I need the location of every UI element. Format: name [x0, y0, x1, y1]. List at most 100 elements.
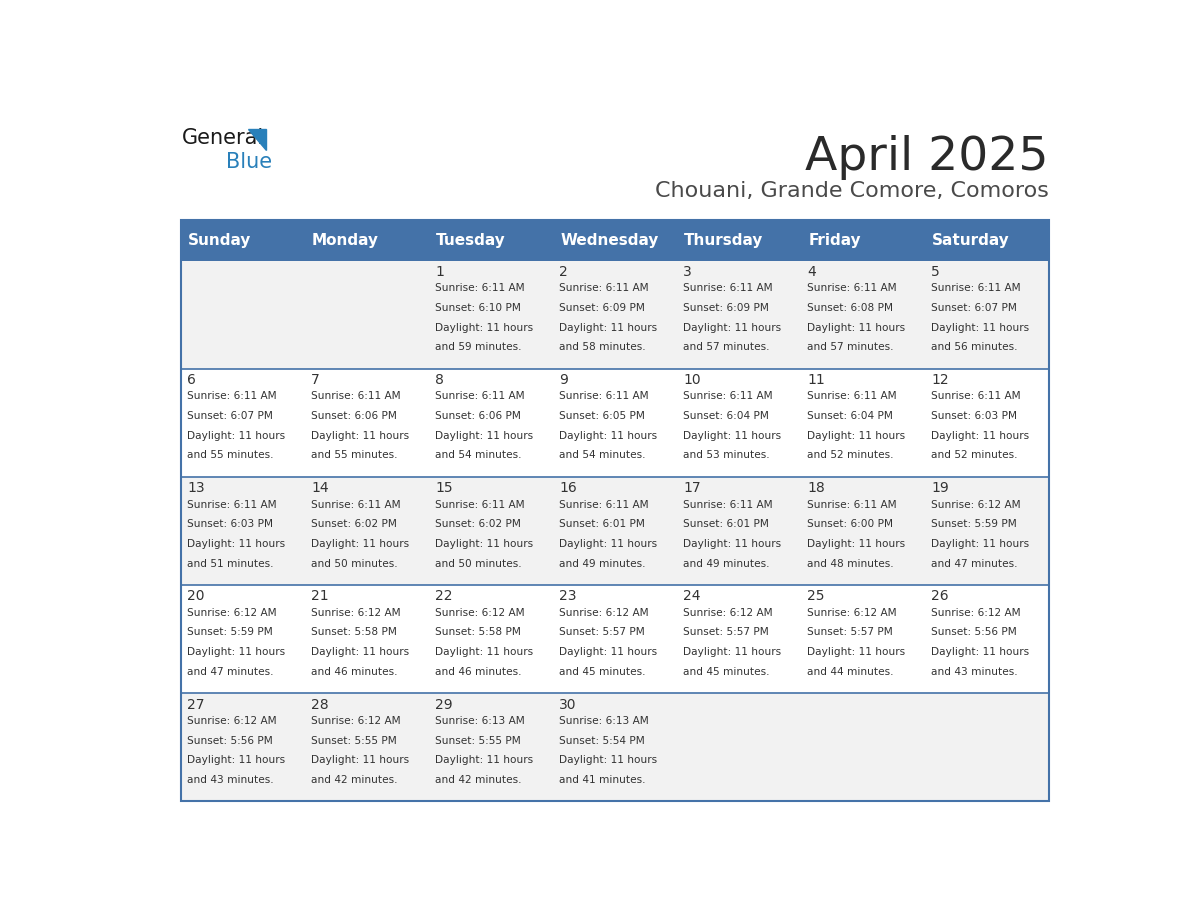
Text: Sunrise: 6:11 AM: Sunrise: 6:11 AM: [808, 499, 897, 509]
Text: 11: 11: [808, 373, 826, 387]
Text: Sunset: 6:06 PM: Sunset: 6:06 PM: [435, 411, 522, 421]
Text: 27: 27: [188, 698, 204, 711]
Text: Sunset: 6:07 PM: Sunset: 6:07 PM: [931, 303, 1017, 313]
Text: Sunset: 5:57 PM: Sunset: 5:57 PM: [560, 628, 645, 637]
Bar: [181, 219, 1049, 801]
Text: Sunset: 6:01 PM: Sunset: 6:01 PM: [560, 520, 645, 530]
Text: Sunrise: 6:12 AM: Sunrise: 6:12 AM: [808, 608, 897, 618]
Text: Sunrise: 6:11 AM: Sunrise: 6:11 AM: [560, 284, 649, 294]
Text: and 45 minutes.: and 45 minutes.: [683, 666, 770, 677]
Text: Blue: Blue: [226, 151, 272, 172]
Text: Daylight: 11 hours: Daylight: 11 hours: [311, 756, 410, 766]
Text: Sunset: 6:04 PM: Sunset: 6:04 PM: [683, 411, 769, 421]
Text: General: General: [182, 128, 264, 148]
Text: Daylight: 11 hours: Daylight: 11 hours: [311, 647, 410, 657]
Text: Sunset: 5:56 PM: Sunset: 5:56 PM: [931, 628, 1017, 637]
Text: and 49 minutes.: and 49 minutes.: [560, 559, 646, 568]
Text: 6: 6: [188, 373, 196, 387]
Text: Daylight: 11 hours: Daylight: 11 hours: [188, 647, 285, 657]
Text: Sunrise: 6:12 AM: Sunrise: 6:12 AM: [188, 716, 277, 726]
Text: Sunrise: 6:11 AM: Sunrise: 6:11 AM: [435, 284, 525, 294]
Text: and 52 minutes.: and 52 minutes.: [931, 451, 1018, 461]
Text: and 59 minutes.: and 59 minutes.: [435, 342, 522, 353]
Text: Daylight: 11 hours: Daylight: 11 hours: [808, 539, 905, 549]
Text: Daylight: 11 hours: Daylight: 11 hours: [560, 756, 657, 766]
Text: Daylight: 11 hours: Daylight: 11 hours: [311, 431, 410, 441]
Text: Sunset: 6:07 PM: Sunset: 6:07 PM: [188, 411, 273, 421]
Text: Daylight: 11 hours: Daylight: 11 hours: [560, 431, 657, 441]
Text: Sunset: 5:58 PM: Sunset: 5:58 PM: [311, 628, 397, 637]
Text: 24: 24: [683, 589, 701, 603]
Text: Sunset: 6:06 PM: Sunset: 6:06 PM: [311, 411, 397, 421]
Text: and 47 minutes.: and 47 minutes.: [188, 666, 273, 677]
Text: 29: 29: [435, 698, 453, 711]
Text: and 53 minutes.: and 53 minutes.: [683, 451, 770, 461]
Text: Sunrise: 6:11 AM: Sunrise: 6:11 AM: [683, 499, 773, 509]
Text: 17: 17: [683, 481, 701, 496]
Text: 1: 1: [435, 265, 444, 279]
Text: Sunset: 5:59 PM: Sunset: 5:59 PM: [931, 520, 1017, 530]
Text: 16: 16: [560, 481, 577, 496]
Text: 14: 14: [311, 481, 329, 496]
Text: Sunset: 6:02 PM: Sunset: 6:02 PM: [311, 520, 397, 530]
Text: Daylight: 11 hours: Daylight: 11 hours: [931, 431, 1030, 441]
Text: Sunset: 6:02 PM: Sunset: 6:02 PM: [435, 520, 522, 530]
Text: 22: 22: [435, 589, 453, 603]
Text: Daylight: 11 hours: Daylight: 11 hours: [808, 322, 905, 332]
Text: and 55 minutes.: and 55 minutes.: [188, 451, 273, 461]
Text: Sunset: 6:09 PM: Sunset: 6:09 PM: [683, 303, 769, 313]
Text: April 2025: April 2025: [805, 135, 1049, 180]
Text: Sunset: 5:57 PM: Sunset: 5:57 PM: [683, 628, 769, 637]
Text: 23: 23: [560, 589, 576, 603]
Text: and 47 minutes.: and 47 minutes.: [931, 559, 1018, 568]
Text: Daylight: 11 hours: Daylight: 11 hours: [435, 756, 533, 766]
Text: 19: 19: [931, 481, 949, 496]
Text: and 48 minutes.: and 48 minutes.: [808, 559, 893, 568]
Text: 30: 30: [560, 698, 576, 711]
Text: and 54 minutes.: and 54 minutes.: [560, 451, 646, 461]
Text: and 54 minutes.: and 54 minutes.: [435, 451, 522, 461]
Text: Daylight: 11 hours: Daylight: 11 hours: [683, 647, 782, 657]
Text: and 41 minutes.: and 41 minutes.: [560, 775, 646, 785]
Text: Daylight: 11 hours: Daylight: 11 hours: [560, 539, 657, 549]
Text: Sunrise: 6:11 AM: Sunrise: 6:11 AM: [311, 391, 400, 401]
Text: Daylight: 11 hours: Daylight: 11 hours: [683, 539, 782, 549]
Text: Sunset: 6:10 PM: Sunset: 6:10 PM: [435, 303, 522, 313]
Text: Sunrise: 6:11 AM: Sunrise: 6:11 AM: [808, 284, 897, 294]
Text: and 42 minutes.: and 42 minutes.: [435, 775, 522, 785]
Text: 25: 25: [808, 589, 824, 603]
Text: Daylight: 11 hours: Daylight: 11 hours: [311, 539, 410, 549]
Text: Sunset: 6:05 PM: Sunset: 6:05 PM: [560, 411, 645, 421]
Text: 10: 10: [683, 373, 701, 387]
Text: Sunrise: 6:12 AM: Sunrise: 6:12 AM: [311, 608, 400, 618]
Text: Sunrise: 6:11 AM: Sunrise: 6:11 AM: [188, 391, 277, 401]
Text: Sunrise: 6:11 AM: Sunrise: 6:11 AM: [435, 499, 525, 509]
Text: and 49 minutes.: and 49 minutes.: [683, 559, 770, 568]
Text: 15: 15: [435, 481, 453, 496]
Text: Chouani, Grande Comore, Comoros: Chouani, Grande Comore, Comoros: [655, 181, 1049, 201]
Text: Monday: Monday: [312, 233, 379, 248]
Text: Sunset: 6:09 PM: Sunset: 6:09 PM: [560, 303, 645, 313]
Text: Daylight: 11 hours: Daylight: 11 hours: [435, 322, 533, 332]
Text: 8: 8: [435, 373, 444, 387]
Text: and 57 minutes.: and 57 minutes.: [683, 342, 770, 353]
Text: Daylight: 11 hours: Daylight: 11 hours: [808, 647, 905, 657]
Text: Daylight: 11 hours: Daylight: 11 hours: [188, 431, 285, 441]
Text: and 46 minutes.: and 46 minutes.: [435, 666, 522, 677]
Text: Sunset: 6:00 PM: Sunset: 6:00 PM: [808, 520, 893, 530]
Text: 2: 2: [560, 265, 568, 279]
Text: Sunrise: 6:11 AM: Sunrise: 6:11 AM: [188, 499, 277, 509]
Text: 9: 9: [560, 373, 568, 387]
Text: Sunset: 6:03 PM: Sunset: 6:03 PM: [188, 520, 273, 530]
Text: Daylight: 11 hours: Daylight: 11 hours: [435, 647, 533, 657]
Text: and 52 minutes.: and 52 minutes.: [808, 451, 893, 461]
Text: Daylight: 11 hours: Daylight: 11 hours: [931, 539, 1030, 549]
Text: Sunrise: 6:11 AM: Sunrise: 6:11 AM: [808, 391, 897, 401]
Text: Sunset: 6:04 PM: Sunset: 6:04 PM: [808, 411, 893, 421]
Text: Daylight: 11 hours: Daylight: 11 hours: [188, 539, 285, 549]
Bar: [181, 219, 1049, 261]
Text: Sunset: 6:08 PM: Sunset: 6:08 PM: [808, 303, 893, 313]
Text: Sunrise: 6:11 AM: Sunrise: 6:11 AM: [931, 284, 1020, 294]
Text: Daylight: 11 hours: Daylight: 11 hours: [435, 539, 533, 549]
Text: Sunrise: 6:12 AM: Sunrise: 6:12 AM: [435, 608, 525, 618]
